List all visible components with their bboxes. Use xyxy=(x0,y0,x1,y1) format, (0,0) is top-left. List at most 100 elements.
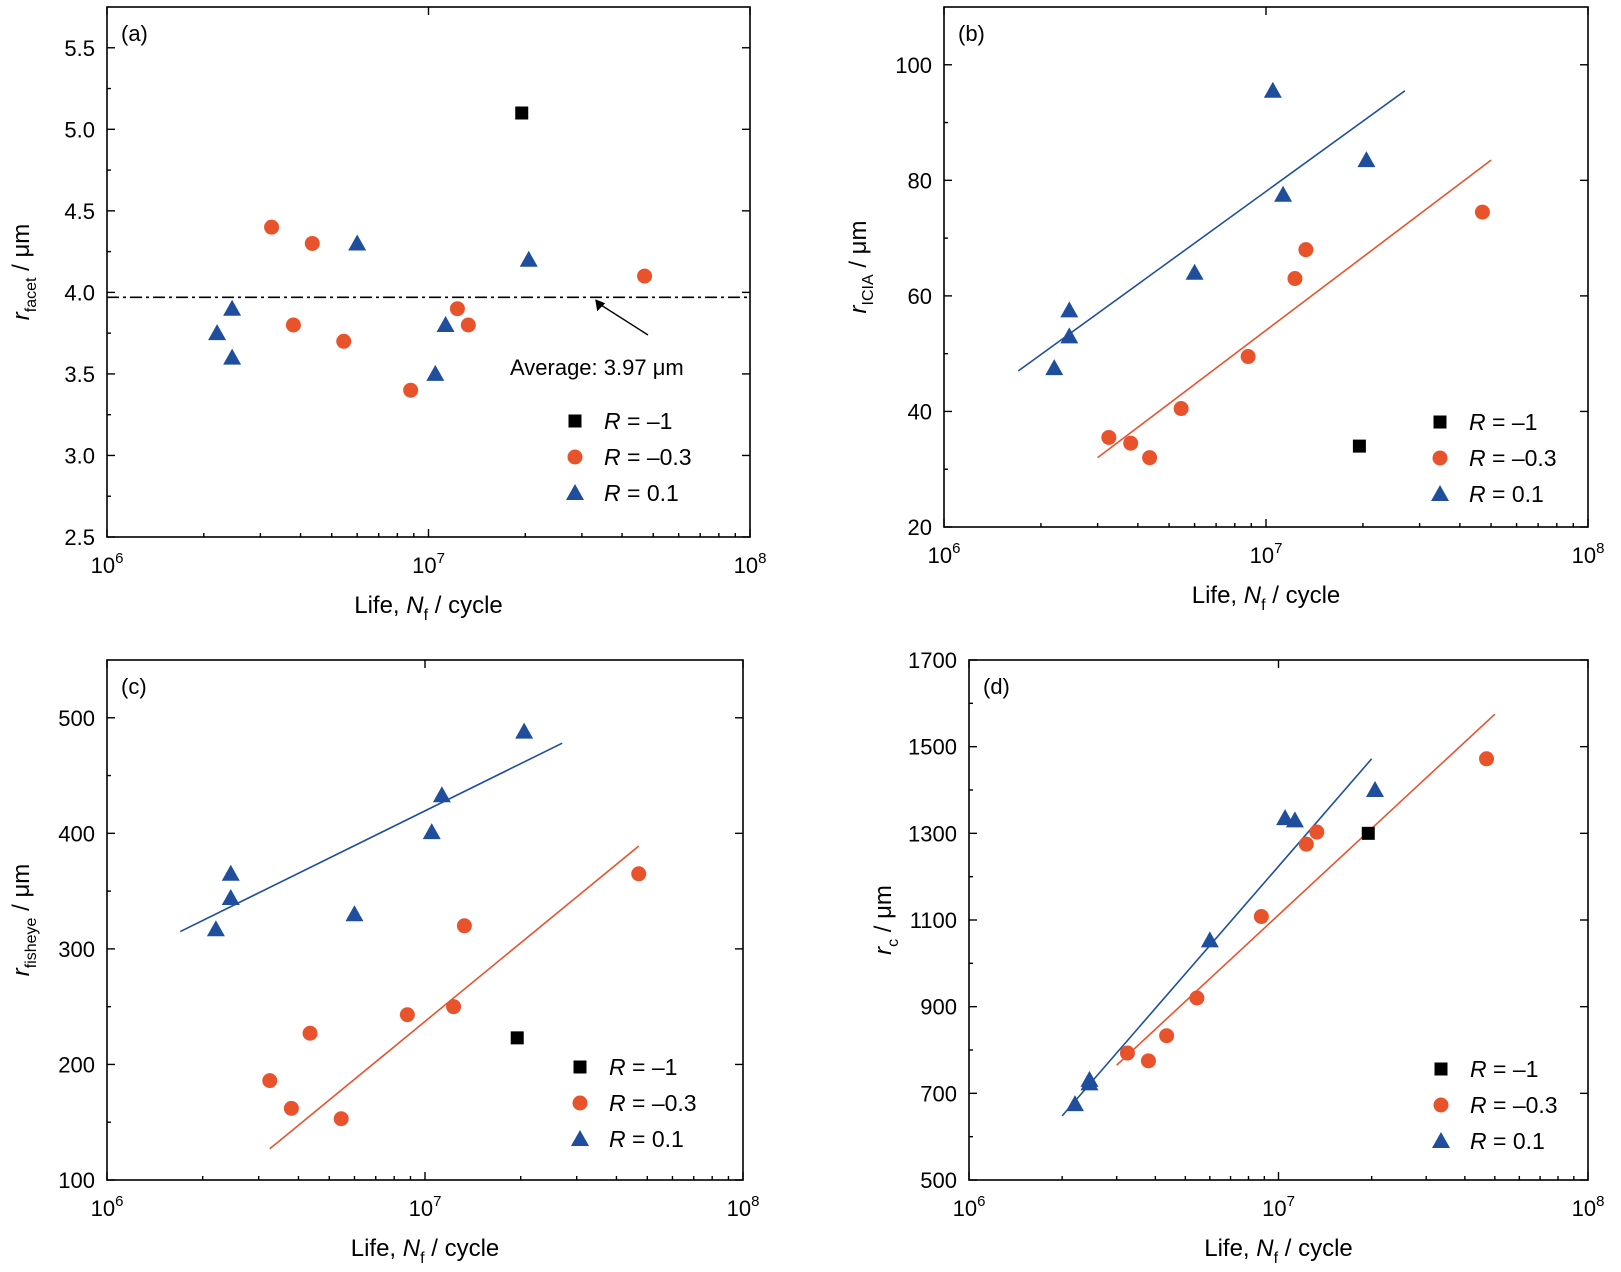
marker-triangle xyxy=(223,348,242,365)
y-tick-label: 700 xyxy=(920,1081,957,1106)
tick-exponent: 7 xyxy=(1287,1193,1295,1210)
marker-circle xyxy=(1298,836,1314,852)
marker-triangle xyxy=(348,234,367,251)
tick-exponent: 6 xyxy=(115,550,123,567)
marker-triangle xyxy=(1060,301,1079,318)
legend-var: R xyxy=(1470,1056,1487,1082)
marker-triangle xyxy=(1045,359,1064,376)
legend-label: R = –1 xyxy=(1469,409,1537,435)
y-label-sub: fisheye xyxy=(23,917,40,968)
tick-exponent: 8 xyxy=(1596,1193,1604,1210)
panel-tag: (d) xyxy=(983,674,1010,699)
tick-base: 10 xyxy=(1250,543,1274,568)
legend-label: R = –1 xyxy=(604,408,672,434)
marker-circle xyxy=(631,866,647,882)
legend-label: R = –1 xyxy=(609,1054,677,1080)
legend-label: R = –0.3 xyxy=(1469,445,1557,471)
x-label-sub: f xyxy=(1274,1250,1279,1267)
legend-var: R xyxy=(609,1126,626,1152)
legend-rest: = –0.3 xyxy=(621,444,692,470)
legend-rest: = –1 xyxy=(626,1054,678,1080)
marker-circle xyxy=(1479,751,1495,767)
legend-marker-circle xyxy=(567,449,583,465)
legend-marker-triangle xyxy=(1432,1132,1450,1148)
marker-triangle xyxy=(1080,1070,1099,1087)
y-tick-label: 500 xyxy=(58,706,95,731)
annotation-arrow-shaft xyxy=(597,302,649,336)
marker-circle xyxy=(1287,271,1303,287)
x-tick-label: 107 xyxy=(1262,1193,1295,1221)
legend-var: R xyxy=(1469,445,1486,471)
fit-line xyxy=(269,845,640,1150)
legend: R = –1R = –0.3R = 0.1 xyxy=(1432,1056,1558,1154)
marker-triangle xyxy=(1274,185,1293,202)
legend-marker-circle xyxy=(1433,1097,1449,1113)
legend-label: R = 0.1 xyxy=(604,480,679,506)
y-tick-label: 80 xyxy=(908,168,932,193)
x-tick-label: 107 xyxy=(1250,540,1283,568)
y-tick-label: 1100 xyxy=(910,908,957,933)
legend-marker-square xyxy=(1434,1062,1448,1076)
legend-rest: = 0.1 xyxy=(1487,1128,1545,1154)
legend-label: R = 0.1 xyxy=(1469,481,1544,507)
y-label-var: r xyxy=(8,311,35,320)
legend-var: R xyxy=(1470,1092,1487,1118)
marker-square xyxy=(1361,826,1375,840)
x-tick-label: 108 xyxy=(1572,540,1605,568)
marker-circle xyxy=(264,219,280,235)
legend-label: R = –0.3 xyxy=(604,444,692,470)
panel-tag: (a) xyxy=(121,21,148,46)
y-label-var: r xyxy=(8,967,35,976)
legend-rest: = 0.1 xyxy=(621,480,679,506)
legend-var: R xyxy=(1469,481,1486,507)
x-axis-label: Life, Nf / cycle xyxy=(354,592,503,624)
y-label-unit: / μm xyxy=(8,864,35,918)
y-tick-label: 4.5 xyxy=(64,199,95,224)
y-tick-label: 40 xyxy=(908,399,932,424)
marker-triangle xyxy=(515,722,534,739)
tick-base: 10 xyxy=(953,1196,977,1221)
x-label-prefix: Life, xyxy=(1192,582,1244,609)
x-axis-label: Life, Nf / cycle xyxy=(351,1235,500,1267)
legend-marker-square xyxy=(1433,415,1447,429)
y-tick-label: 5.5 xyxy=(64,36,95,61)
x-label-prefix: Life, xyxy=(354,592,406,619)
marker-triangle xyxy=(426,364,445,381)
legend-var: R xyxy=(604,408,621,434)
marker-circle xyxy=(403,382,419,398)
tick-base: 10 xyxy=(1262,1196,1286,1221)
legend-marker-circle xyxy=(572,1095,588,1111)
fit-line xyxy=(179,742,563,933)
marker-circle xyxy=(449,301,465,317)
fit-line xyxy=(1097,159,1492,459)
marker-circle xyxy=(1123,435,1139,451)
marker-triangle xyxy=(345,905,364,922)
legend-label: R = 0.1 xyxy=(1470,1128,1545,1154)
tick-base: 10 xyxy=(1572,543,1596,568)
panel-tag: (b) xyxy=(958,21,985,46)
marker-circle xyxy=(1240,349,1256,365)
y-tick-label: 300 xyxy=(58,937,95,962)
tick-exponent: 6 xyxy=(977,1193,985,1210)
marker-circle xyxy=(1298,242,1314,258)
y-tick-label: 100 xyxy=(895,53,932,78)
legend-marker-triangle xyxy=(1431,485,1449,501)
x-tick-label: 106 xyxy=(91,1193,124,1221)
legend-var: R xyxy=(604,444,621,470)
y-axis-label: rfisheye / μm xyxy=(8,864,40,977)
tick-base: 10 xyxy=(91,1196,115,1221)
y-tick-label: 900 xyxy=(920,995,957,1020)
tick-exponent: 6 xyxy=(952,540,960,557)
marker-circle xyxy=(1101,429,1117,445)
y-tick-label: 20 xyxy=(908,515,932,540)
marker-circle xyxy=(262,1073,278,1089)
marker-triangle xyxy=(206,920,225,937)
marker-circle xyxy=(302,1025,318,1041)
legend-marker-square xyxy=(573,1060,587,1074)
marker-circle xyxy=(1189,990,1205,1006)
legend-marker-triangle xyxy=(571,1130,589,1146)
